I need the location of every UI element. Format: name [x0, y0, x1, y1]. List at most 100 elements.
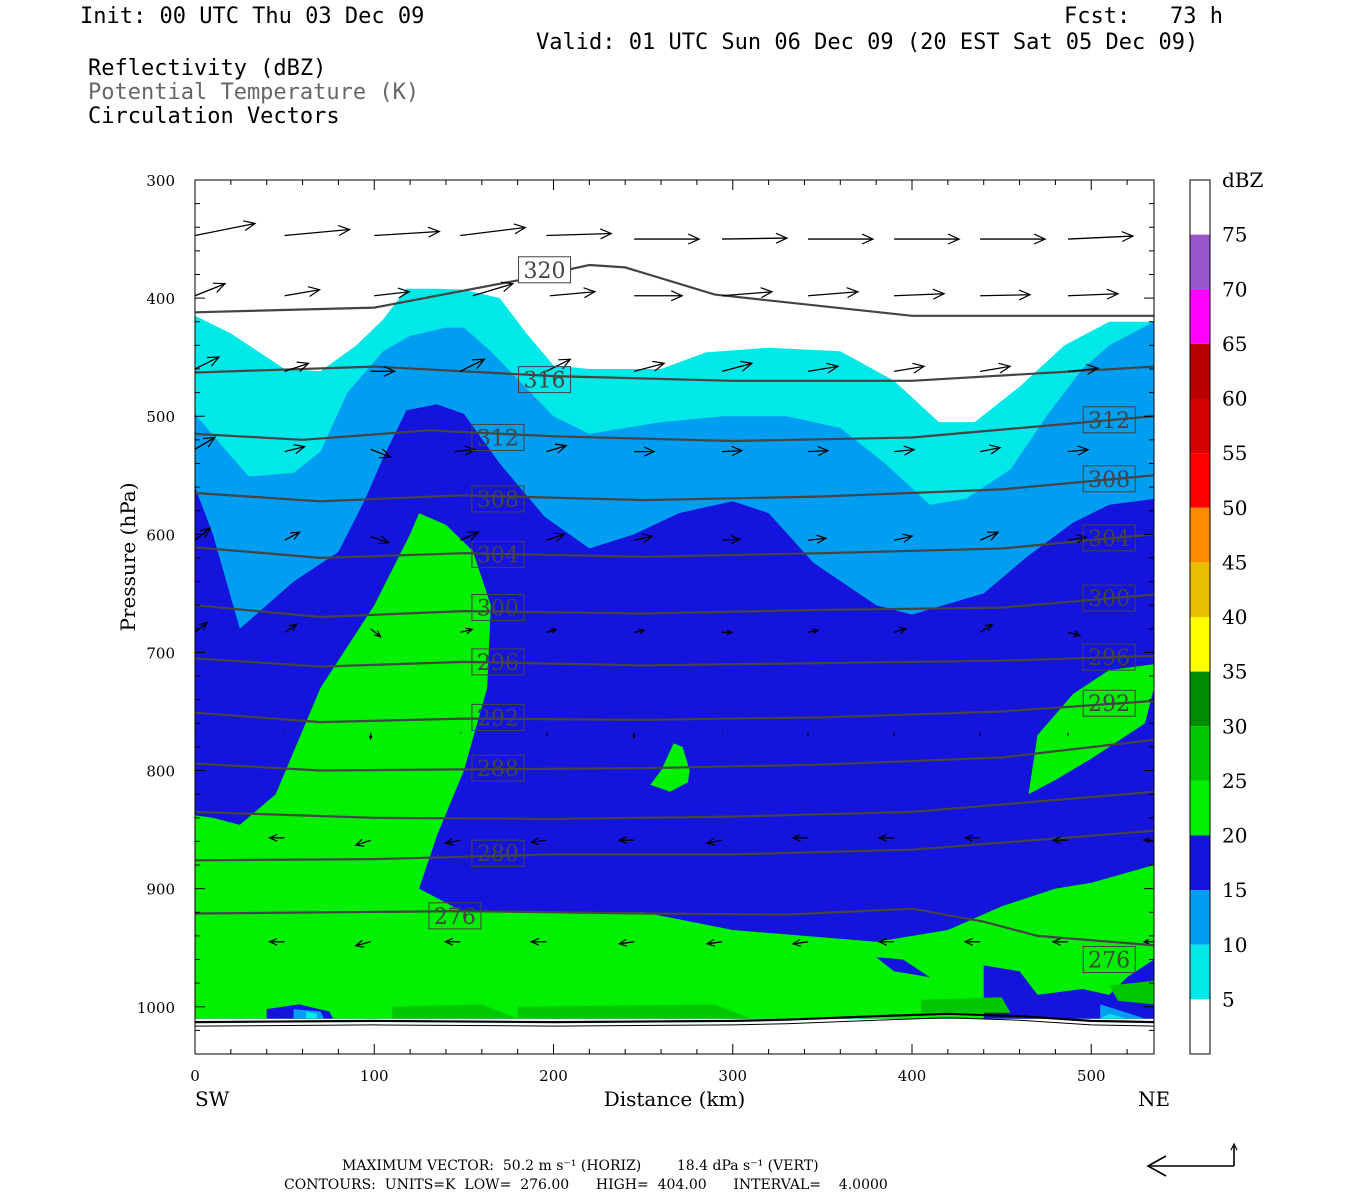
theta-contour-308 [195, 474, 1154, 503]
circulation-vector-head [670, 290, 684, 302]
circulation-vector-head [1142, 837, 1150, 844]
theta-contour-288 [195, 738, 1154, 772]
colorbar-swatch [1190, 453, 1210, 508]
contour-label-box [1082, 643, 1136, 671]
theta-contour-292 [195, 699, 1154, 724]
reflectivity-25-patch [517, 1004, 751, 1019]
contour-label-box [471, 594, 525, 622]
colorbar-level-label: 15 [1222, 878, 1247, 902]
circulation-vector [634, 629, 645, 633]
circulation-vector-head [861, 233, 875, 245]
circulation-vector [721, 237, 788, 240]
contour-label-280: 280 [477, 842, 519, 867]
circulation-vector-head [947, 233, 961, 245]
circulation-vector [619, 941, 635, 945]
colorbar-swatch [1190, 343, 1210, 399]
contour-label-box [1082, 524, 1136, 552]
circulation-vector [460, 628, 473, 633]
circulation-vector [721, 291, 773, 297]
colorbar-swatch [1190, 890, 1210, 945]
circulation-vector [370, 536, 389, 544]
circulation-vector-head [638, 628, 646, 635]
colorbar-frame [1189, 179, 1211, 1055]
y-tick-label: 800 [146, 763, 175, 781]
theta-contour-280 [195, 829, 1154, 862]
field-reflectivity: Reflectivity (dBZ) [88, 56, 327, 81]
circulation-vector [893, 535, 913, 541]
circulation-vector-head [963, 937, 973, 946]
contour-label-box [471, 648, 525, 676]
colorbar-level-label: 70 [1222, 277, 1247, 301]
circulation-vector [284, 289, 320, 297]
theta-contour-304 [195, 533, 1154, 560]
contour-label-box [471, 540, 525, 568]
circulation-vector [284, 228, 350, 237]
circulation-vector [634, 362, 665, 372]
circulation-vector [807, 291, 859, 297]
reflectivity-25-patch [921, 997, 1011, 1013]
reference-vector-icon [1146, 1142, 1238, 1177]
colorbar-swatch [1190, 944, 1210, 1000]
circulation-vector [355, 941, 371, 947]
contour-label-box [471, 423, 525, 451]
circulation-vector [807, 365, 839, 372]
circulation-vector [546, 358, 571, 372]
contour-label-304: 304 [1088, 527, 1130, 552]
y-tick-label: 500 [146, 408, 175, 426]
theta-contour-labels: 320 316 312 308 304 300 296 292 288 280 276 312 308 3… [428, 256, 1136, 974]
circulation-vector-head [465, 627, 474, 635]
contour-label-292: 292 [1088, 692, 1130, 717]
contour-label-304: 304 [477, 543, 519, 568]
circulation-vector [370, 448, 391, 458]
circulation-vector [979, 623, 993, 633]
plot-frame [194, 179, 1155, 1055]
circulation-vector [460, 358, 485, 372]
circulation-vector-head [1051, 836, 1061, 845]
contour-label-box [1082, 406, 1136, 434]
circulation-vector-head [288, 623, 298, 632]
terrain-line [195, 1012, 1154, 1024]
contour-label-296: 296 [1088, 646, 1130, 671]
circulation-vector-head [268, 937, 278, 946]
colorbar-swatch [1190, 780, 1210, 836]
circulation-vector-head [617, 836, 627, 845]
colorbar-level-label: 50 [1222, 496, 1247, 520]
reflectivity-5-patch [1100, 1013, 1128, 1019]
circulation-vector-head [378, 448, 393, 459]
y-tick-label: 900 [146, 881, 175, 899]
x-start-label: SW [195, 1087, 230, 1111]
circulation-vector-head [464, 445, 477, 456]
field-circulation-vectors: Circulation Vectors [88, 104, 340, 129]
terrain-shadow-line [195, 1017, 1154, 1027]
circulation-vector [634, 535, 653, 541]
circulation-vector [284, 531, 300, 541]
theta-contour-316 [195, 365, 1154, 382]
circulation-vector-head [705, 938, 716, 947]
reflectivity-15-patch [983, 959, 1154, 1019]
circulation-vector-head [293, 444, 307, 455]
circulation-vector-head [443, 837, 454, 846]
x-tick-label: 0 [190, 1067, 200, 1085]
circulation-vector [807, 537, 827, 541]
colorbar-level-label: 75 [1222, 223, 1247, 247]
reflectivity-5-patch [306, 1011, 317, 1019]
contour-label-276: 276 [434, 905, 476, 930]
circulation-vector-head [877, 833, 887, 842]
colorbar-level-label: 25 [1222, 769, 1247, 793]
circulation-vector-head [354, 939, 365, 948]
circulation-vector [980, 365, 1011, 372]
circulation-vector-head [296, 361, 310, 372]
circulation-vector-head [467, 531, 480, 541]
circulation-vector-head [632, 734, 636, 740]
contour-label-296: 296 [477, 651, 519, 676]
circulation-vector-head [760, 287, 774, 299]
colorbar-swatch [1190, 726, 1210, 781]
circulation-vector-head [652, 360, 666, 372]
x-tick-label: 500 [1077, 1067, 1106, 1085]
circulation-vector [370, 628, 382, 638]
circulation-vector [893, 365, 925, 372]
y-tick-label: 1000 [137, 999, 175, 1017]
contour-label-308: 308 [1088, 468, 1130, 493]
circulation-vector-head [383, 365, 397, 377]
colorbar-level-label: 5 [1222, 987, 1235, 1011]
